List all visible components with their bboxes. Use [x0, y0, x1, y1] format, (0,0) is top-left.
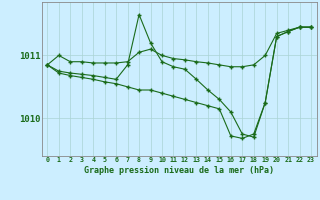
- X-axis label: Graphe pression niveau de la mer (hPa): Graphe pression niveau de la mer (hPa): [84, 166, 274, 175]
